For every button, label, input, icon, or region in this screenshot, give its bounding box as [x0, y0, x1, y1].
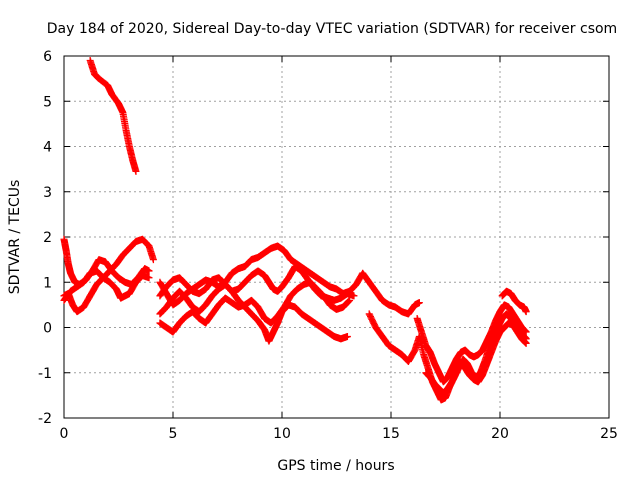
- y-tick-label: 3: [43, 185, 52, 201]
- series-11: [498, 287, 530, 316]
- series-10: [422, 319, 530, 397]
- series-7: [156, 278, 354, 336]
- y-axis-label: SDTVAR / TECUs: [7, 180, 23, 295]
- grid-lines: [64, 56, 609, 418]
- data-point: [346, 296, 354, 304]
- series-0: [86, 57, 140, 175]
- y-tick-label: 0: [43, 321, 52, 337]
- data-point: [145, 267, 153, 275]
- y-tick-label: 2: [43, 230, 52, 246]
- data-point: [344, 298, 352, 306]
- data-point: [522, 328, 530, 336]
- y-tick-label: 6: [43, 49, 52, 65]
- data-point: [345, 297, 353, 305]
- data-point: [415, 299, 423, 307]
- series-1: [60, 235, 153, 289]
- data-point: [149, 256, 157, 264]
- x-axis-label: GPS time / hours: [277, 458, 394, 474]
- series-3: [60, 267, 153, 304]
- data-point: [145, 274, 153, 282]
- data-point: [522, 339, 530, 347]
- x-tick-label: 15: [382, 426, 400, 442]
- y-tick-label: 5: [43, 94, 52, 110]
- y-tick-label: -2: [38, 411, 52, 427]
- data-point: [343, 333, 351, 341]
- x-tick-label: 25: [600, 426, 618, 442]
- x-tick-label: 10: [273, 426, 291, 442]
- data-point: [350, 292, 358, 300]
- data-points: [60, 57, 530, 404]
- x-tick-label: 0: [60, 426, 69, 442]
- data-point: [522, 308, 530, 316]
- data-point: [132, 167, 140, 175]
- y-tick-label: 1: [43, 275, 52, 291]
- series-9: [413, 301, 530, 386]
- chart-title: Day 184 of 2020, Sidereal Day-to-day VTE…: [47, 21, 617, 37]
- y-tick-label: 4: [43, 140, 52, 156]
- axis-ticks: 0 5 10 15 20 25 -2 -1 0 1 2 3 4 5 6: [38, 49, 618, 442]
- x-tick-label: 5: [169, 426, 178, 442]
- y-tick-label: -1: [38, 366, 52, 382]
- x-tick-label: 20: [491, 426, 509, 442]
